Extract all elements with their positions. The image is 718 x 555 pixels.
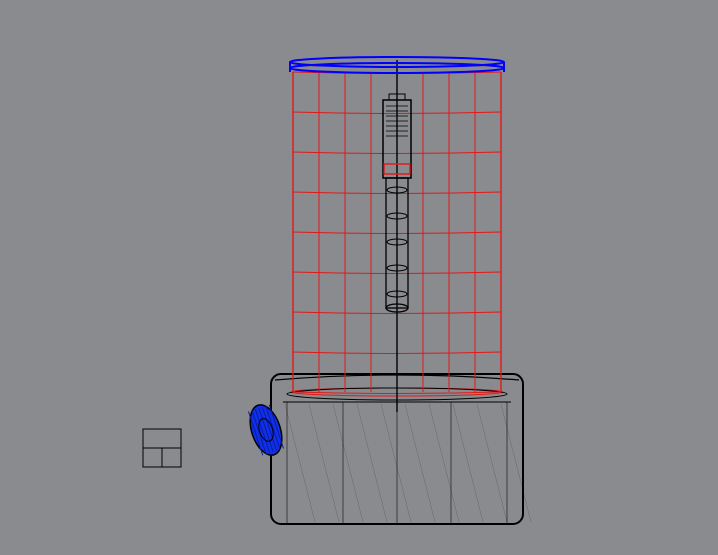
scene-wireframe [0,0,718,555]
viewport-3d-front[interactable] [0,0,718,555]
